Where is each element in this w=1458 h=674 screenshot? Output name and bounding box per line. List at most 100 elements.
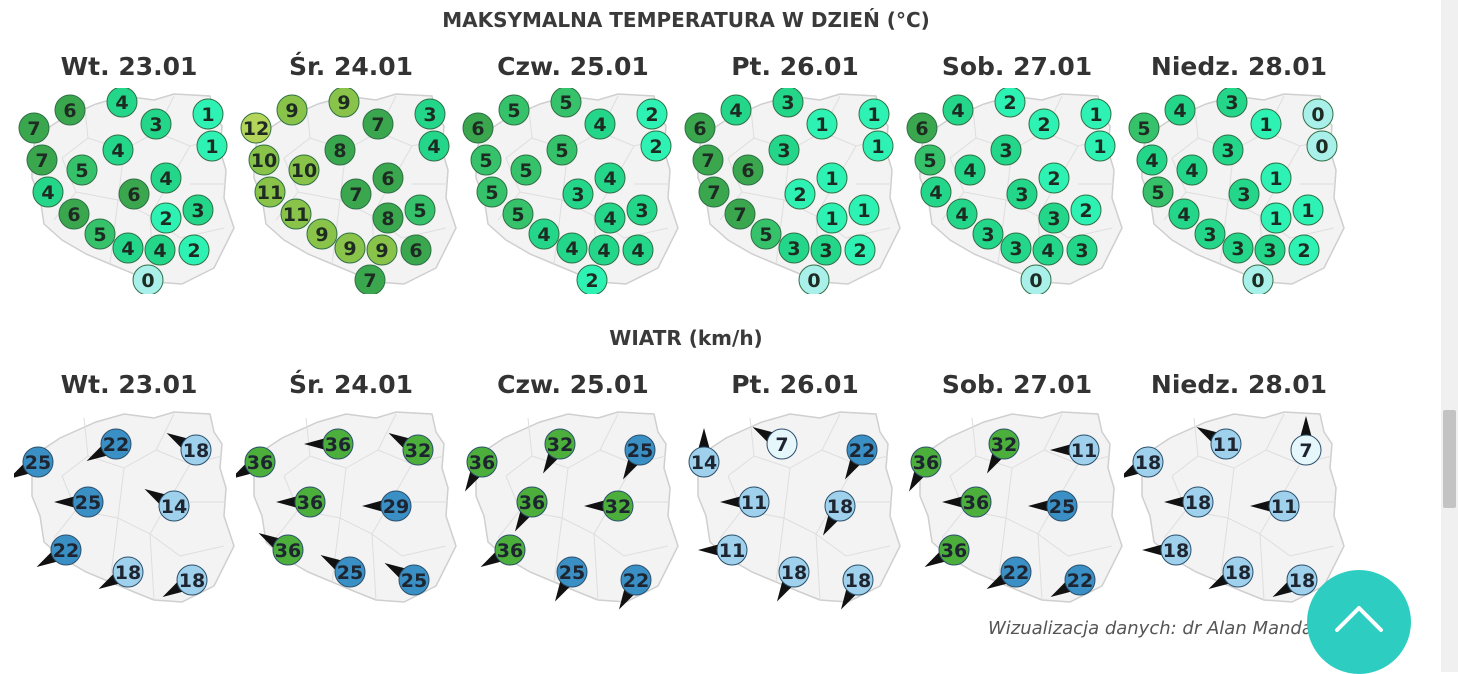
temperature-value: 4 bbox=[729, 100, 742, 122]
temperature-marker: 4 bbox=[720, 94, 752, 126]
region-border bbox=[1259, 533, 1335, 557]
temperature-value: 9 bbox=[337, 92, 350, 114]
temperature-marker: 5 bbox=[1128, 112, 1160, 144]
temperature-marker-circle bbox=[594, 202, 626, 234]
wind-marker: 7 bbox=[752, 427, 798, 460]
temperature-marker-circle bbox=[1302, 98, 1334, 130]
temperature-value: 8 bbox=[333, 140, 346, 162]
temperature-value: 0 bbox=[1029, 270, 1042, 292]
page-scrollbar-thumb[interactable] bbox=[1443, 410, 1456, 508]
wind-speed-value: 25 bbox=[401, 570, 427, 592]
temperature-marker: 1 bbox=[1084, 130, 1116, 162]
wind-marker: 18 bbox=[166, 433, 212, 466]
temperature-marker-circle bbox=[366, 234, 398, 266]
temperature-marker-circle bbox=[248, 144, 280, 176]
wind-marker: 36 bbox=[465, 446, 498, 492]
temperature-marker-circle bbox=[1070, 194, 1102, 226]
wind-marker: 11 bbox=[1250, 490, 1300, 522]
temperature-value: 5 bbox=[507, 100, 520, 122]
wind-direction-arrow-icon bbox=[276, 496, 298, 508]
temperature-marker-circle bbox=[1038, 162, 1070, 194]
wind-marker-circle bbox=[380, 490, 412, 522]
temperature-value: 3 bbox=[999, 140, 1012, 162]
wind-marker-circle bbox=[938, 534, 970, 566]
temperature-marker-circle bbox=[404, 194, 436, 226]
temperature-marker-circle bbox=[84, 218, 116, 250]
temperature-day-label: Czw. 25.01 bbox=[497, 52, 649, 81]
wind-marker: 14 bbox=[144, 489, 190, 522]
wind-marker-circle bbox=[846, 434, 878, 466]
temperature-marker-circle bbox=[720, 94, 752, 126]
temperature-value: 4 bbox=[1185, 160, 1198, 182]
wind-speed-value: 22 bbox=[623, 570, 649, 592]
wind-day-column: Czw. 25.01 36 32 25 36 32 36 25 22 bbox=[458, 366, 688, 666]
temperature-marker: 4 bbox=[920, 176, 952, 208]
wind-direction-arrow-icon bbox=[720, 496, 742, 508]
wind-marker: 18 bbox=[1272, 564, 1318, 597]
wind-speed-value: 36 bbox=[941, 540, 967, 562]
temperature-marker: 4 bbox=[1168, 198, 1200, 230]
temperature-marker: 2 bbox=[784, 178, 816, 210]
temperature-value: 0 bbox=[1251, 270, 1264, 292]
temperature-marker: 3 bbox=[990, 134, 1022, 166]
temperature-value: 3 bbox=[819, 240, 832, 262]
temperature-marker-circle bbox=[1216, 88, 1248, 118]
temperature-value: 2 bbox=[187, 240, 200, 262]
temperature-marker-circle bbox=[994, 88, 1026, 118]
temperature-value: 5 bbox=[413, 200, 426, 222]
wind-speed-value: 25 bbox=[559, 562, 585, 584]
temperature-marker-circle bbox=[1080, 98, 1112, 130]
region-border bbox=[815, 533, 891, 557]
temperature-day-label: Wt. 23.01 bbox=[60, 52, 198, 81]
wind-direction-arrow-icon bbox=[1250, 500, 1272, 512]
temperature-value: 1 bbox=[825, 208, 838, 230]
temperature-marker-circle bbox=[1038, 202, 1070, 234]
wind-marker-circle bbox=[556, 556, 588, 588]
temperature-marker: 5 bbox=[914, 144, 946, 176]
temperature-value: 1 bbox=[205, 136, 218, 158]
wind-speed-value: 18 bbox=[1185, 492, 1211, 514]
temperature-marker: 2 bbox=[178, 234, 210, 266]
wind-marker: 18 bbox=[1164, 486, 1214, 518]
temperature-marker: 7 bbox=[340, 178, 372, 210]
temperature-value: 11 bbox=[257, 182, 283, 204]
temperature-value: 5 bbox=[479, 150, 492, 172]
temperature-marker-circle bbox=[1020, 264, 1052, 294]
wind-speed-value: 14 bbox=[691, 452, 717, 474]
temperature-marker: 4 bbox=[32, 176, 64, 208]
wind-marker-circle bbox=[100, 428, 132, 460]
temperature-value: 3 bbox=[1009, 238, 1022, 260]
temperature-marker-circle bbox=[1028, 108, 1060, 140]
temperature-value: 7 bbox=[701, 150, 714, 172]
wind-speed-value: 11 bbox=[1213, 434, 1239, 456]
temperature-value: 5 bbox=[559, 92, 572, 114]
temperature-value: 7 bbox=[707, 182, 720, 204]
wind-marker-circle bbox=[688, 446, 720, 478]
wind-marker-circle bbox=[624, 434, 656, 466]
wind-speed-value: 36 bbox=[275, 540, 301, 562]
scroll-to-top-button[interactable] bbox=[1307, 570, 1411, 674]
temperature-marker: 4 bbox=[1176, 154, 1208, 186]
page-scrollbar-track[interactable] bbox=[1441, 0, 1458, 672]
temperature-marker-circle bbox=[106, 88, 138, 118]
wind-speed-value: 36 bbox=[519, 492, 545, 514]
temperature-marker-circle bbox=[550, 88, 582, 118]
temperature-marker-circle bbox=[784, 178, 816, 210]
wind-marker: 22 bbox=[845, 434, 878, 480]
wind-marker: 36 bbox=[515, 486, 548, 532]
temperature-marker-circle bbox=[1164, 94, 1196, 126]
temperature-value: 5 bbox=[93, 224, 106, 246]
temperature-day-column: Śr. 24.01 12 9 9 7 3 4 8 10 10 6 11 7 11 8 5 9 9 9 6 7 bbox=[236, 48, 466, 348]
wind-direction-arrow-icon bbox=[54, 496, 76, 508]
wind-marker-circle bbox=[398, 564, 430, 596]
wind-speed-value: 25 bbox=[627, 440, 653, 462]
temperature-value: 5 bbox=[485, 182, 498, 204]
temperature-marker: 4 bbox=[946, 198, 978, 230]
wind-marker: 36 bbox=[942, 486, 992, 518]
temperature-day-column: Wt. 23.01 7 6 4 3 1 1 4 7 5 4 4 6 6 2 3 5 4 4 2 0 bbox=[14, 48, 244, 348]
temperature-marker: 3 bbox=[626, 194, 658, 226]
wind-day-column: Wt. 23.01 25 22 18 25 14 22 18 18 bbox=[14, 366, 244, 666]
wind-marker-circle bbox=[112, 556, 144, 588]
